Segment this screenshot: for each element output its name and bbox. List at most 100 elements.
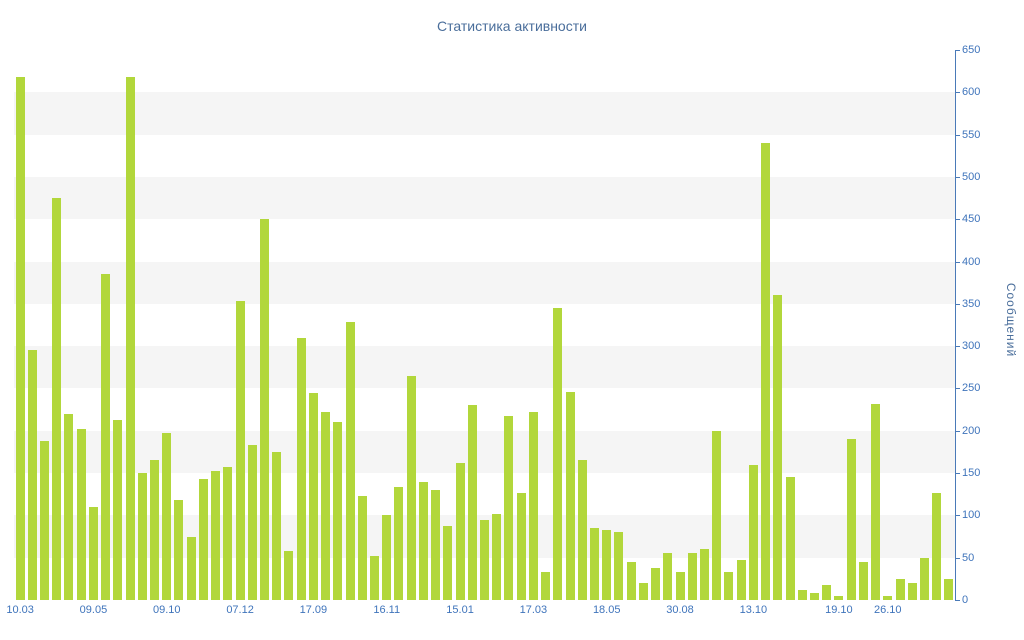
- bar: [235, 301, 245, 600]
- y-tick-mark: [955, 473, 960, 475]
- bar: [308, 393, 318, 600]
- y-tick-mark: [955, 430, 960, 432]
- bar: [198, 479, 208, 600]
- bar: [15, 77, 25, 600]
- x-tick-label: 18.05: [592, 604, 621, 616]
- bar: [113, 420, 123, 600]
- bar: [895, 579, 905, 600]
- bar: [125, 77, 135, 600]
- bar: [333, 422, 343, 600]
- bar: [64, 414, 74, 600]
- x-tick-label: 10.03: [6, 604, 34, 616]
- bar: [944, 579, 954, 600]
- y-tick-label: 200: [962, 424, 981, 437]
- bar: [150, 460, 160, 600]
- y-tick-mark: [955, 176, 960, 178]
- grid-band: [14, 303, 955, 347]
- y-tick-label: 450: [962, 213, 981, 226]
- y-tick-label: 0: [962, 594, 969, 606]
- bar: [516, 493, 526, 600]
- bar: [932, 493, 942, 600]
- grid-band: [14, 50, 955, 93]
- y-tick-mark: [955, 303, 960, 305]
- bar: [553, 308, 563, 600]
- bar: [284, 551, 294, 600]
- grid-band: [14, 134, 955, 178]
- bar: [174, 500, 184, 600]
- y-tick-label: 350: [962, 297, 981, 310]
- bar: [211, 471, 221, 600]
- bar: [589, 528, 599, 600]
- x-tick-label: 30.08: [666, 604, 694, 616]
- y-tick-label: 550: [962, 128, 981, 141]
- bar: [565, 392, 575, 600]
- bar: [638, 583, 648, 600]
- bar: [455, 463, 465, 600]
- bar: [614, 532, 624, 600]
- plot-area: [14, 50, 955, 601]
- y-tick-mark: [955, 388, 960, 390]
- bar: [651, 568, 661, 600]
- bar: [247, 445, 257, 600]
- bar: [296, 338, 306, 600]
- bar: [186, 537, 196, 600]
- bar: [626, 562, 636, 600]
- bar: [27, 350, 37, 600]
- bar: [137, 473, 147, 600]
- bar: [272, 452, 282, 600]
- bars-container: [14, 50, 955, 600]
- x-tick-label: 17.09: [299, 604, 328, 616]
- bar: [101, 274, 111, 600]
- bar: [443, 526, 453, 600]
- bar: [541, 572, 551, 600]
- bar: [687, 553, 697, 600]
- bar: [797, 590, 807, 600]
- y-tick-mark: [955, 346, 960, 348]
- bar: [602, 530, 612, 600]
- bar: [663, 553, 673, 600]
- bar: [846, 439, 856, 600]
- bar: [223, 467, 233, 600]
- y-tick-mark: [955, 557, 960, 559]
- bar: [748, 465, 758, 600]
- bar: [76, 429, 86, 600]
- bar: [822, 585, 832, 600]
- x-tick-label: 26.10: [874, 604, 902, 616]
- bar: [406, 376, 416, 600]
- y-tick-label: 400: [962, 255, 981, 268]
- y-axis-title: Сообщений: [1004, 282, 1018, 358]
- bar: [907, 583, 917, 600]
- bar: [394, 487, 404, 600]
- y-axis-line: [955, 50, 956, 601]
- bar: [919, 558, 929, 600]
- bar: [382, 515, 392, 600]
- x-tick-label: 16.11: [373, 604, 401, 616]
- grid-band: [14, 176, 955, 220]
- y-tick-label: 300: [962, 340, 981, 353]
- bar: [761, 143, 771, 600]
- bar: [370, 556, 379, 600]
- y-tick-label: 600: [962, 86, 981, 99]
- x-tick-label: 09.05: [79, 604, 108, 616]
- bar: [834, 596, 844, 600]
- bar: [871, 404, 881, 600]
- bar: [809, 593, 819, 600]
- grid-band: [14, 219, 955, 263]
- x-tick-label: 07.12: [226, 604, 254, 616]
- y-tick-mark: [955, 92, 960, 94]
- bar: [321, 412, 331, 600]
- grid-band: [14, 92, 955, 136]
- y-tick-label: 150: [962, 467, 981, 480]
- y-tick-mark: [955, 219, 960, 221]
- y-tick-label: 50: [962, 551, 975, 564]
- y-tick-label: 500: [962, 170, 981, 183]
- x-tick-label: 17.03: [519, 604, 548, 616]
- bar: [467, 405, 477, 600]
- bar: [675, 572, 685, 600]
- y-tick-mark: [955, 261, 960, 263]
- bar: [52, 198, 62, 600]
- y-tick-mark: [955, 600, 960, 601]
- bar: [883, 596, 893, 600]
- bar: [724, 572, 734, 600]
